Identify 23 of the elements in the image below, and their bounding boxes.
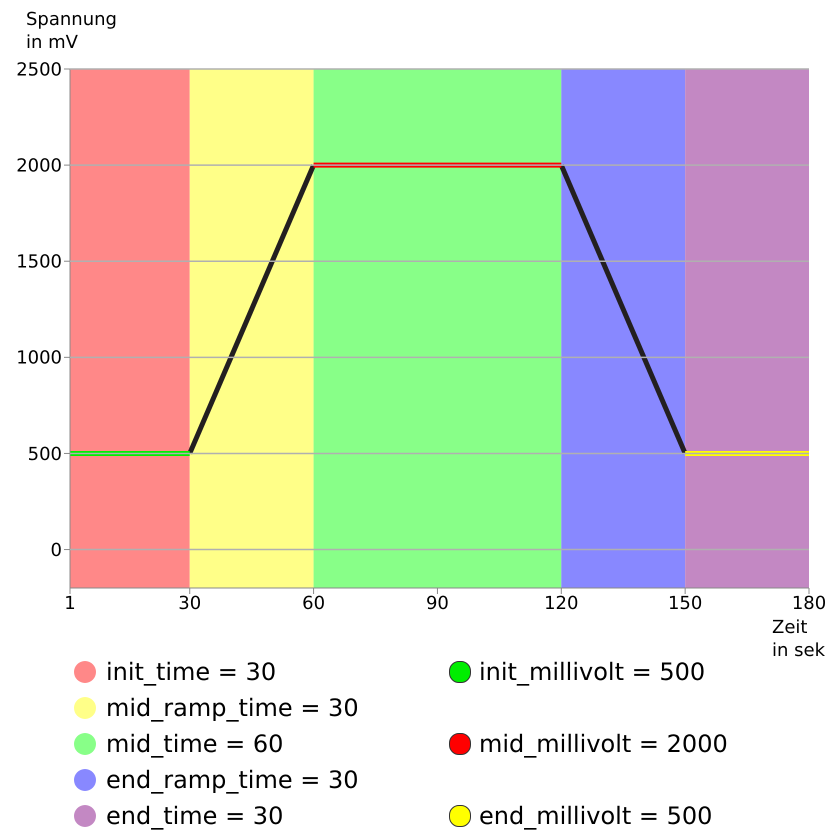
x-tick-label: 90 <box>426 592 449 614</box>
legend-label: end_millivolt = 500 <box>478 801 714 832</box>
legend-label: end_ramp_time = 30 <box>105 765 360 796</box>
y-tick-label: 500 <box>28 444 62 465</box>
x-tick-label: 30 <box>178 592 202 614</box>
y-tick-label: 2500 <box>16 59 62 80</box>
legend-label: mid_millivolt = 2000 <box>478 729 729 760</box>
legend-label: mid_time = 60 <box>105 729 284 760</box>
y-tick-label: 1000 <box>16 348 62 369</box>
legend-label: init_millivolt = 500 <box>479 658 706 686</box>
y-tick-label: 2000 <box>16 156 62 176</box>
x-axis-title: Zeit in sek <box>772 616 826 662</box>
y-axis-title: Spannung in mV <box>26 8 117 54</box>
x-tick-label: 60 <box>302 592 326 614</box>
x-tick-label: 180 <box>792 592 826 614</box>
legend-label: end_time = 30 <box>105 801 284 832</box>
x-tick-label: 150 <box>668 592 702 614</box>
legend-label: init_time = 30 <box>105 657 278 688</box>
x-tick-label: 120 <box>544 592 578 614</box>
y-tick-label: 0 <box>50 540 62 561</box>
legend-label: mid_ramp_time = 30 <box>105 693 360 724</box>
y-tick-label: 1500 <box>16 252 62 273</box>
x-tick-label: 1 <box>64 592 76 614</box>
